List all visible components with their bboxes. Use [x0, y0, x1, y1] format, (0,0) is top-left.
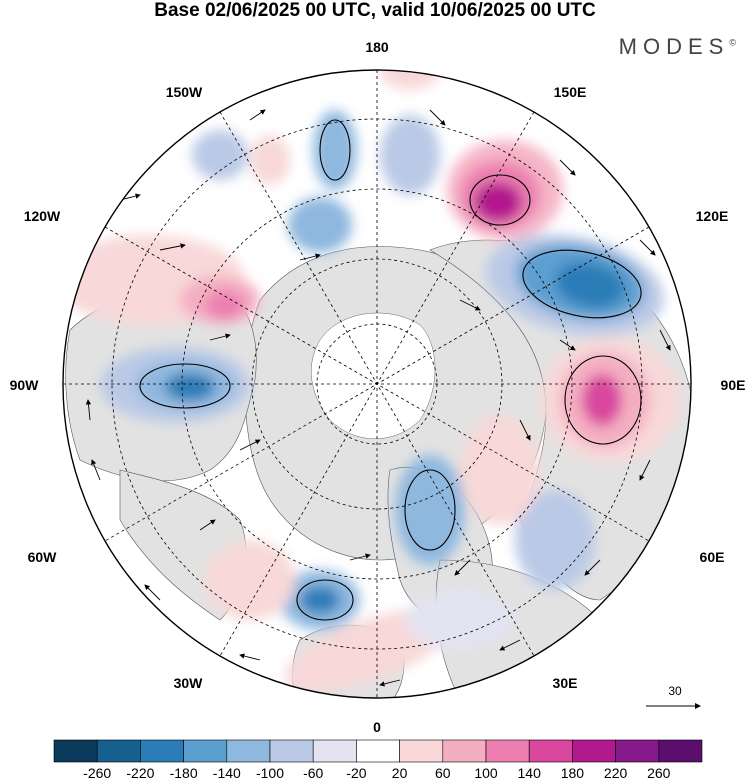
- lon-label-150e: 150E: [554, 84, 587, 100]
- map-title: Base 02/06/2025 00 UTC, valid 10/06/2025…: [154, 0, 596, 21]
- map-boundary: [62, 69, 692, 699]
- map-disk: [63, 70, 691, 698]
- colorbar-tick-label: 100: [474, 765, 498, 781]
- reference-vector-label: 30: [668, 684, 682, 698]
- brand-mark: ©: [729, 37, 736, 48]
- colorbar-tick-label: -60: [303, 765, 323, 781]
- reference-vector: 30: [646, 684, 701, 709]
- colorbar-swatch: [96, 739, 141, 763]
- lon-label-bottom: 0: [373, 719, 381, 735]
- graticule: [63, 70, 691, 698]
- colorbar-swatch: [572, 739, 616, 763]
- brand-text: MODES: [618, 34, 730, 59]
- arctic-ocean: [311, 312, 436, 439]
- colorbar-tick-label: -180: [170, 765, 198, 781]
- lon-label-left: 90W: [10, 377, 40, 393]
- lon-label-30e: 30E: [553, 675, 578, 691]
- contour-lines: [139, 119, 642, 621]
- colorbar-tick-label: -260: [83, 765, 111, 781]
- colorbar-tick-label: -140: [213, 765, 241, 781]
- wind-vectors: [85, 109, 671, 687]
- colorbar-swatch: [183, 739, 228, 763]
- colorbar-tick-label: 180: [561, 765, 585, 781]
- colorbar-swatch: [312, 739, 357, 763]
- lon-label-120e: 120E: [696, 208, 729, 224]
- lon-label-right: 90E: [721, 377, 746, 393]
- colorbar-swatch: [528, 739, 573, 763]
- colorbar-swatch: [226, 739, 271, 763]
- lon-label-60w: 60W: [28, 549, 58, 565]
- anomaly-shading: [63, 70, 680, 692]
- colorbar-tick-label: 60: [435, 765, 451, 781]
- colorbar-tick-label: 220: [604, 765, 628, 781]
- colorbar-tick-label: -220: [126, 765, 154, 781]
- colorbar: -260 -220 -180 -140 -100 -60 -20 20 60 100 140 180 2…: [53, 739, 703, 781]
- colorbar-swatch: [485, 739, 530, 763]
- lon-label-60e: 60E: [700, 549, 725, 565]
- colorbar-swatch: [442, 739, 487, 763]
- lon-label-150w: 150W: [166, 84, 203, 100]
- colorbar-swatch: [658, 739, 703, 763]
- colorbar-tick-label: -20: [346, 765, 366, 781]
- colorbar-swatch: [356, 739, 400, 763]
- colorbar-tick-label: -100: [256, 765, 284, 781]
- brand-logo: MODES©: [619, 34, 736, 60]
- colorbar-tick-label: 20: [392, 765, 408, 781]
- colorbar-swatch: [140, 739, 184, 763]
- colorbar-swatch: [53, 739, 98, 763]
- lon-label-30w: 30W: [174, 675, 204, 691]
- lon-label-top: 180: [365, 39, 389, 55]
- colorbar-swatch: [615, 739, 660, 763]
- colorbar-swatch: [269, 739, 314, 763]
- colorbar-tick-label: 140: [518, 765, 542, 781]
- lon-label-120w: 120W: [24, 208, 61, 224]
- colorbar-tick-label: 260: [647, 765, 671, 781]
- colorbar-swatch: [399, 739, 444, 763]
